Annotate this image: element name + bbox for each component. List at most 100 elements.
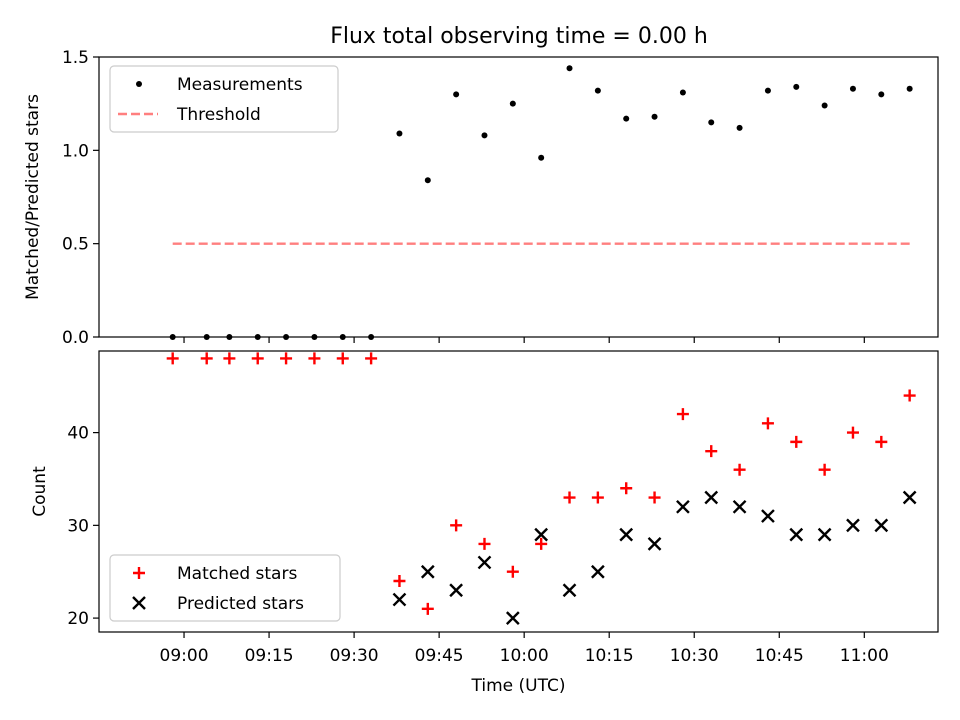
data-point [251, 352, 264, 365]
data-point [393, 574, 406, 587]
axes-frame [98, 56, 939, 338]
data-point [481, 132, 488, 139]
data-point [200, 352, 213, 365]
data-point [339, 334, 346, 340]
data-point [166, 352, 179, 365]
legend-label: Measurements [177, 75, 303, 95]
data-point [534, 527, 549, 542]
data-point [651, 113, 658, 120]
data-point [449, 583, 463, 598]
data-point [846, 426, 859, 439]
data-point [365, 352, 378, 365]
data-point [902, 490, 917, 505]
x-tick-label: 09:30 [330, 646, 379, 666]
data-point [421, 602, 434, 615]
legend-label: Predicted stars [177, 594, 304, 614]
x-axis-label: Time (UTC) [471, 676, 566, 696]
data-point [793, 83, 800, 90]
data-point [538, 154, 545, 161]
data-point [817, 527, 832, 542]
data-point [591, 491, 604, 504]
data-point [169, 334, 176, 340]
data-point [647, 537, 662, 551]
data-point [594, 87, 601, 94]
y-tick-label: 1.5 [62, 48, 89, 68]
data-point [878, 91, 885, 98]
data-point [620, 482, 633, 495]
data-point [821, 102, 828, 109]
series-predicted-stars [392, 490, 917, 625]
data-point [223, 352, 236, 365]
data-point [708, 119, 715, 126]
data-point [679, 89, 686, 96]
y-tick-label: 30 [67, 516, 89, 536]
figure-title: Flux total observing time = 0.00 h [330, 24, 708, 49]
data-point [308, 352, 321, 365]
series-matched-stars [166, 352, 916, 615]
data-point [506, 565, 519, 578]
data-point [790, 435, 803, 448]
data-point [505, 611, 520, 625]
data-point [509, 100, 516, 107]
y-tick-label: 40 [67, 424, 89, 444]
x-tick-label: 10:30 [670, 646, 719, 666]
data-point [846, 518, 860, 533]
data-point [676, 408, 689, 421]
data-point [396, 130, 403, 137]
legend-label: Threshold [176, 105, 261, 125]
data-point [132, 596, 146, 610]
data-point [764, 87, 771, 94]
data-point [761, 509, 775, 523]
data-point [906, 85, 913, 92]
data-point [336, 352, 349, 365]
x-tick-label: 10:15 [585, 646, 634, 666]
data-point [849, 85, 856, 92]
axes-frame [98, 350, 939, 633]
data-point [453, 91, 460, 98]
x-tick-label: 10:00 [500, 646, 549, 666]
data-point [226, 334, 233, 340]
y-tick-label: 20 [67, 609, 89, 629]
data-point [761, 417, 774, 430]
data-point [280, 352, 293, 365]
panel-2: 20 30 40 09:00 09:15 09:30 09:45 10:00 10:15 10:3… [30, 350, 939, 696]
y-tick-label: 0.5 [62, 235, 89, 255]
data-point [535, 537, 548, 550]
x-tick-label: 11:00 [840, 646, 889, 666]
data-point [477, 555, 492, 570]
data-point [420, 564, 435, 579]
data-point [705, 445, 718, 458]
data-point [623, 115, 630, 122]
data-point [368, 334, 375, 340]
data-point [704, 490, 719, 505]
data-point [562, 583, 577, 598]
data-point [818, 463, 831, 476]
data-point [874, 518, 889, 533]
data-point [136, 81, 142, 87]
data-point [311, 334, 318, 340]
data-point [648, 491, 661, 504]
data-point [450, 519, 463, 532]
data-point [283, 334, 290, 340]
data-point [563, 491, 576, 504]
y-axis-label: Matched/Predicted stars [23, 94, 43, 300]
data-point [254, 334, 261, 340]
panel-1: 0.0 0.5 1.0 1.5 Matched/Predicted stars Measu… [23, 48, 939, 348]
data-point [203, 334, 210, 340]
y-tick-label: 1.0 [62, 141, 89, 161]
data-point [566, 65, 573, 72]
data-point [424, 177, 431, 184]
data-point [903, 389, 916, 402]
legend-box [109, 554, 341, 622]
x-tick-label: 10:45 [755, 646, 804, 666]
x-tick-label: 09:15 [245, 646, 294, 666]
legend: Measurements Threshold [109, 65, 339, 133]
x-tick-label: 09:45 [415, 646, 464, 666]
y-axis-label: Count [30, 466, 50, 517]
series-measurements [169, 65, 913, 340]
data-point [732, 499, 747, 514]
data-point [789, 527, 804, 542]
data-point [133, 567, 145, 579]
data-point [619, 527, 634, 542]
